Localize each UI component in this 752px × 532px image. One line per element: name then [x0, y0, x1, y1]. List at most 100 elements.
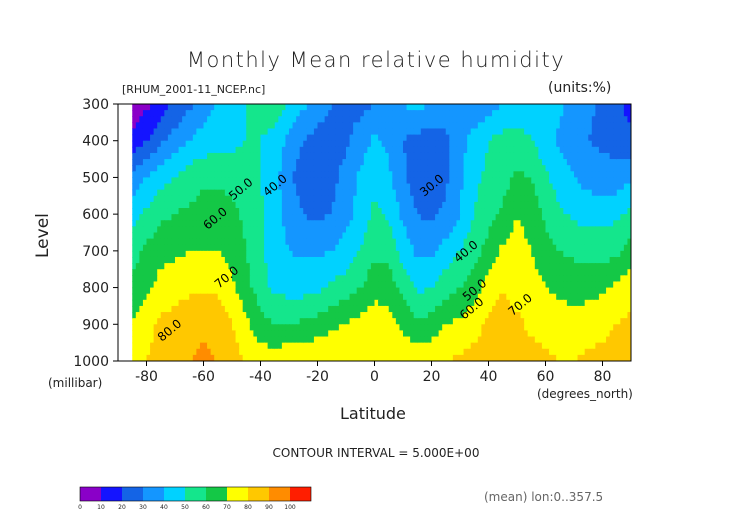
heatmap-cell: [239, 183, 244, 191]
heatmap-cell: [203, 134, 208, 142]
heatmap-cell: [588, 110, 593, 117]
heatmap-cell: [228, 128, 233, 136]
heatmap-cell: [310, 263, 315, 270]
heatmap-cell: [495, 299, 500, 307]
heatmap-cell: [175, 152, 180, 160]
heatmap-cell: [563, 318, 568, 325]
heatmap-cell: [438, 299, 443, 307]
heatmap-cell: [477, 189, 482, 197]
heatmap-cell: [474, 171, 479, 179]
heatmap-cell: [196, 189, 201, 197]
heatmap-cell: [531, 281, 536, 289]
heatmap-cell: [566, 269, 572, 276]
heatmap-cell: [517, 116, 522, 123]
heatmap-cell: [160, 122, 165, 130]
heatmap-cell: [214, 189, 219, 197]
heatmap-cell: [438, 318, 443, 325]
heatmap-cell: [370, 256, 376, 264]
heatmap-cell: [484, 287, 490, 295]
heatmap-cell: [178, 152, 183, 160]
heatmap-cell: [207, 318, 212, 325]
heatmap-cell: [620, 250, 625, 258]
heatmap-cell: [534, 177, 539, 185]
heatmap-cell: [235, 263, 240, 270]
heatmap-cell: [449, 275, 454, 283]
heatmap-cell: [239, 275, 244, 283]
heatmap-cell: [292, 269, 297, 276]
heatmap-cell: [581, 110, 586, 117]
heatmap-cell: [171, 214, 176, 221]
heatmap-cell: [199, 293, 205, 301]
heatmap-cell: [146, 263, 151, 270]
heatmap-cell: [484, 201, 490, 209]
heatmap-cell: [356, 305, 361, 313]
heatmap-cell: [566, 195, 572, 203]
heatmap-cell: [595, 256, 600, 264]
heatmap-cell: [517, 293, 522, 301]
heatmap-cell: [313, 201, 319, 209]
heatmap-cell: [481, 104, 486, 111]
heatmap-cell: [588, 269, 593, 276]
heatmap-cell: [274, 140, 279, 148]
heatmap-cell: [260, 287, 265, 295]
heatmap-cell: [566, 287, 572, 295]
heatmap-cell: [549, 275, 554, 283]
heatmap-cell: [253, 232, 258, 240]
heatmap-cell: [271, 275, 276, 283]
heatmap-cell: [142, 165, 148, 172]
heatmap-cell: [278, 269, 283, 276]
heatmap-cell: [616, 159, 621, 166]
heatmap-cell: [509, 269, 515, 276]
heatmap-cell: [484, 299, 490, 307]
heatmap-cell: [353, 318, 358, 325]
heatmap-cell: [406, 146, 411, 154]
heatmap-cell: [410, 140, 415, 148]
heatmap-cell: [502, 232, 507, 240]
heatmap-cell: [438, 104, 443, 111]
heatmap-cell: [392, 275, 397, 283]
heatmap-cell: [356, 201, 361, 209]
heatmap-cell: [381, 140, 386, 148]
heatmap-cell: [246, 177, 251, 185]
heatmap-cell: [317, 146, 322, 154]
heatmap-cell: [442, 220, 447, 227]
heatmap-cell: [502, 305, 507, 313]
heatmap-cell: [271, 287, 276, 295]
heatmap-cell: [150, 152, 155, 160]
heatmap-cell: [502, 256, 507, 264]
heatmap-cell: [338, 104, 344, 111]
heatmap-cell: [413, 134, 418, 142]
heatmap-cell: [192, 232, 197, 240]
heatmap-cell: [531, 299, 536, 307]
heatmap-cell: [613, 165, 618, 172]
heatmap-cell: [210, 152, 215, 160]
heatmap-cell: [385, 116, 390, 123]
heatmap-cell: [595, 269, 600, 276]
heatmap-cell: [574, 140, 579, 148]
heatmap-cell: [420, 299, 425, 307]
heatmap-cell: [182, 244, 187, 252]
heatmap-cell: [249, 159, 254, 166]
heatmap-cell: [566, 177, 572, 185]
heatmap-cell: [403, 312, 408, 319]
heatmap-cell: [278, 250, 283, 258]
heatmap-cell: [584, 244, 589, 252]
heatmap-cell: [360, 146, 365, 154]
heatmap-cell: [164, 250, 169, 258]
heatmap-cell: [456, 214, 461, 221]
heatmap-cell: [157, 214, 162, 221]
heatmap-cell: [463, 232, 468, 240]
heatmap-cell: [481, 122, 486, 130]
heatmap-cell: [150, 146, 155, 154]
heatmap-cell: [563, 238, 568, 246]
heatmap-cell: [563, 171, 568, 179]
heatmap-cell: [256, 122, 262, 130]
heatmap-cell: [520, 220, 525, 227]
heatmap-cell: [616, 226, 621, 234]
heatmap-cell: [566, 305, 572, 313]
heatmap-cell: [167, 305, 173, 313]
heatmap-cell: [598, 287, 604, 295]
heatmap-cell: [239, 312, 244, 319]
heatmap-cell: [427, 299, 433, 307]
heatmap-cell: [324, 208, 329, 215]
